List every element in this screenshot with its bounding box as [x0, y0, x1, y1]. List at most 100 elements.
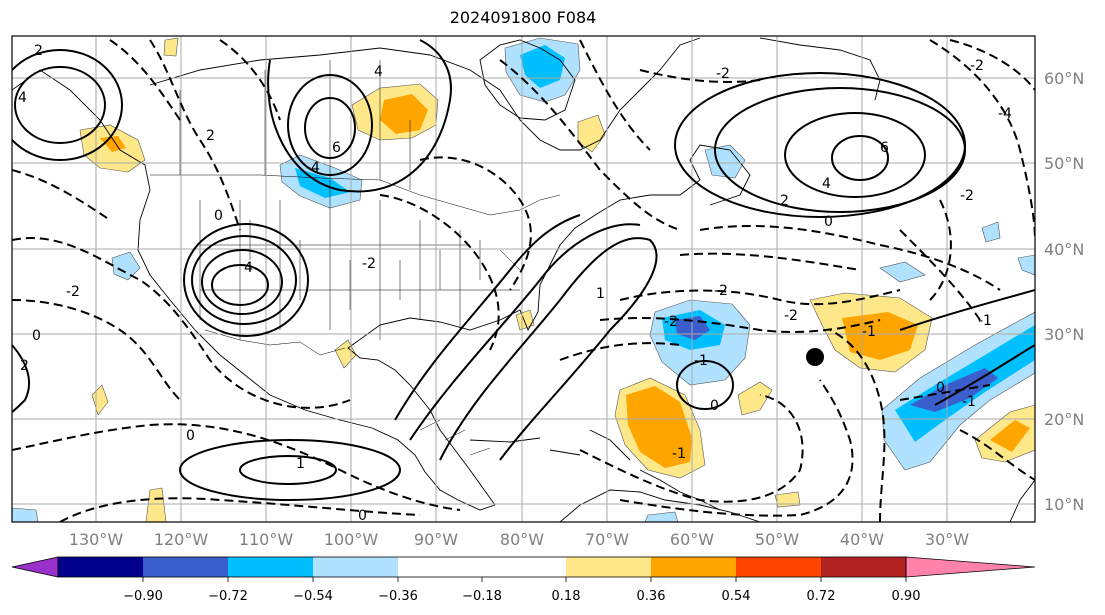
- contour-canada-1: [304, 97, 356, 159]
- colorbar-segment: [143, 557, 228, 577]
- shade-east-lightblue3: [1017, 254, 1035, 276]
- lon-label: 130°W: [69, 530, 124, 549]
- contour-low-sw-us-2: [201, 249, 283, 315]
- contour-neg-9: [619, 289, 901, 306]
- contour-neg-1: [12, 237, 351, 409]
- contour-east-coast-1: [439, 237, 658, 461]
- shade-carib-orange: [626, 386, 692, 468]
- contour-neg-14: [829, 329, 886, 522]
- contour-label: 2: [20, 358, 29, 374]
- colorbar-tick-label: 0.90: [892, 589, 921, 604]
- shade-pacific-yellow2: [145, 487, 167, 522]
- contour-label: 0: [824, 214, 833, 230]
- canada-province-lines: [179, 60, 411, 190]
- contour-neg-7: [499, 59, 681, 231]
- colorbar-segment: [398, 557, 566, 577]
- lon-label: 70°W: [585, 530, 629, 549]
- contour-label: -2: [960, 188, 974, 204]
- contour-pacific-1: [239, 455, 337, 485]
- contour-label: 2: [206, 128, 215, 144]
- map-area: 2 4 -2 0 2 4 6 -4 -2 0 2 4 6 2 0 -2 -4 -…: [12, 36, 1035, 522]
- contour-neg-2: [12, 299, 181, 401]
- storm-position-marker: [806, 348, 824, 366]
- coastline-africa: [1009, 479, 1035, 522]
- colorbar-segment: [313, 557, 398, 577]
- us-canada-border: [150, 174, 561, 216]
- contour-label: 1: [596, 286, 605, 302]
- lon-label: 30°W: [925, 530, 969, 549]
- contour-label: -2: [970, 58, 984, 74]
- lat-label: 60°N: [1044, 69, 1084, 88]
- contour-neg-27: [219, 39, 281, 121]
- contour-label: 4: [244, 260, 253, 276]
- coastline-caribbean-islands: [469, 429, 721, 511]
- contour-label: -1: [862, 324, 876, 340]
- shade-south-yellow: [774, 491, 801, 508]
- shade-pacific-lightblue: [12, 507, 39, 522]
- colorbar-tick-label: −0.18: [462, 589, 502, 604]
- contour-neg-11: [559, 342, 681, 361]
- contour-label: -2: [66, 284, 80, 300]
- colorbar-tick-label: −0.90: [123, 589, 163, 604]
- contour-label: -2: [714, 283, 728, 299]
- contour-neg-18: [899, 229, 981, 321]
- lat-label: 10°N: [1044, 495, 1084, 514]
- colorbar-segment: [566, 557, 651, 577]
- lon-label: 50°W: [755, 530, 799, 549]
- shade-eastatl-orange: [990, 420, 1030, 452]
- contour-label: 0: [710, 398, 719, 414]
- coastline-south-america: [559, 489, 761, 522]
- contour-label: -2: [362, 256, 376, 272]
- contour-east-coast-3: [394, 214, 581, 421]
- lat-label: 20°N: [1044, 410, 1084, 429]
- us-mexico-border: [204, 329, 346, 356]
- shade-fl-yellow: [515, 309, 535, 331]
- coastline-canada-north: [149, 37, 701, 151]
- contour-label: 1: [296, 456, 305, 472]
- contour-label: 0: [936, 380, 945, 396]
- contour-natl-1: [831, 135, 889, 181]
- shade-canada-orange: [380, 94, 428, 134]
- lon-label: 110°W: [239, 530, 294, 549]
- contour-label: -1: [978, 313, 992, 329]
- contour-alaska-1: [14, 66, 106, 144]
- figure-title: 2024091800 F084: [449, 8, 597, 27]
- contour-label: -1: [962, 394, 976, 410]
- coastline-north-america-west: [12, 69, 496, 511]
- colorbar-tick-labels: −0.90 −0.72 −0.54 −0.36 −0.18 0.18 0.36 …: [123, 589, 920, 604]
- shade-east-lightblue2: [981, 221, 1001, 243]
- contour-neg-24: [959, 429, 1035, 481]
- contour-label: 4: [822, 176, 831, 192]
- contour-canada-2: [287, 74, 373, 176]
- contour-low-sw-us-3: [191, 235, 297, 325]
- contour-label: 2: [34, 43, 43, 59]
- contour-pacific-2: [179, 439, 401, 501]
- contour-label: -4: [998, 106, 1012, 122]
- contour-label: -1: [694, 353, 708, 369]
- contour-canada-3: [267, 39, 452, 193]
- colorbar-tick-label: 0.18: [552, 589, 581, 604]
- coastlines: [12, 37, 1035, 522]
- contour-eastatl-2: [934, 344, 1035, 406]
- shade-northatl-lightblue: [879, 261, 926, 283]
- colorbar-segment: [651, 557, 736, 577]
- longitude-labels: 130°W 120°W 110°W 100°W 90°W 80°W 70°W 6…: [69, 530, 969, 549]
- contour-carib-ring: [676, 360, 734, 410]
- colorbar-segment: [821, 557, 906, 577]
- contour-neg-3: [12, 423, 461, 511]
- map-background: [12, 36, 1035, 522]
- contour-neg-23: [12, 169, 111, 221]
- lon-label: 90°W: [414, 530, 458, 549]
- lon-label: 80°W: [500, 530, 544, 549]
- contour-eastatl-1: [899, 289, 1035, 331]
- contour-label: -4: [306, 160, 320, 176]
- lat-label: 40°N: [1044, 240, 1084, 259]
- colorbar-tick-label: −0.72: [208, 589, 248, 604]
- contour-natl-2: [784, 112, 926, 198]
- contour-neg-13: [619, 379, 854, 517]
- latitude-labels: 60°N 50°N 40°N 30°N 20°N 10°N: [1044, 69, 1084, 514]
- contour-label: -1: [672, 446, 686, 462]
- lon-label: 60°W: [670, 530, 714, 549]
- shade-westus-lightblue: [111, 251, 141, 281]
